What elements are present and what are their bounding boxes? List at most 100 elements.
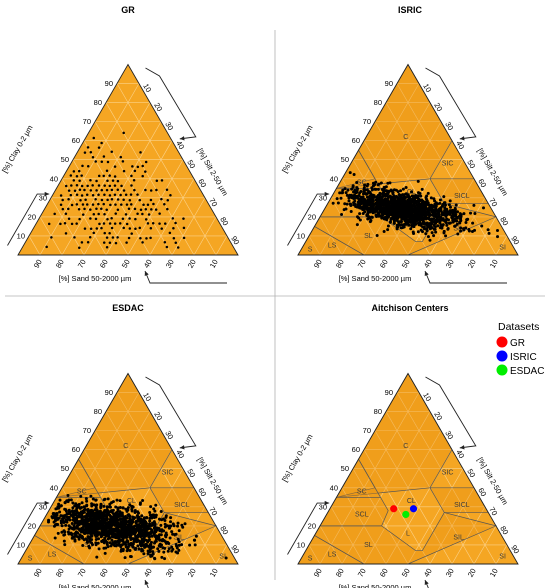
data-point [94, 160, 97, 163]
texture-class-label: SICL [454, 193, 470, 200]
data-point [103, 231, 106, 235]
data-point [153, 540, 157, 544]
clay-tick-label: 80 [94, 98, 102, 107]
data-point [124, 507, 128, 511]
data-point [128, 532, 132, 536]
data-point [171, 532, 175, 536]
data-point [183, 522, 187, 526]
data-point [81, 164, 84, 168]
data-point [132, 517, 136, 521]
data-point [426, 235, 430, 239]
grid-line-sand [352, 468, 409, 565]
data-point [106, 198, 109, 202]
data-point [381, 188, 385, 192]
silt-tick-label: 10 [141, 82, 153, 94]
data-point [102, 241, 106, 244]
sand-tick-label: 60 [378, 258, 390, 270]
data-point [130, 504, 134, 508]
data-point [347, 199, 351, 203]
data-point [131, 542, 135, 546]
silt-direction-arrow [145, 67, 197, 140]
data-point [411, 210, 415, 214]
data-point [132, 178, 136, 182]
data-point [143, 545, 147, 549]
data-point [365, 213, 369, 217]
sand-tick-label: 40 [422, 567, 434, 579]
data-point [75, 521, 79, 525]
data-point [358, 199, 362, 203]
sand-tick-label: 30 [164, 258, 176, 270]
grid-line-silt [495, 235, 508, 256]
clay-tick-label: 30 [319, 502, 327, 511]
silt-tick-label: 90 [509, 234, 521, 246]
data-point [143, 534, 147, 538]
data-point [454, 203, 458, 207]
data-point [124, 193, 128, 197]
data-point [60, 530, 64, 534]
sand-direction-arrow [144, 579, 149, 588]
data-point [486, 228, 490, 232]
data-point [159, 509, 163, 513]
data-point [157, 517, 161, 521]
data-point [425, 222, 429, 226]
grid-line-silt [83, 430, 162, 565]
data-point [365, 203, 369, 207]
data-point [98, 513, 102, 517]
data-point [154, 208, 158, 211]
data-point [462, 228, 466, 232]
data-point [61, 207, 65, 211]
data-point [386, 181, 390, 185]
data-point [112, 528, 116, 532]
data-point [114, 536, 118, 540]
data-point [88, 525, 92, 529]
silt-tick-label: 70 [487, 196, 499, 208]
sand-tick-label: 50 [400, 258, 412, 270]
data-point [68, 512, 72, 516]
data-point [162, 550, 166, 554]
data-point [130, 174, 133, 178]
data-point [113, 165, 117, 168]
data-point [102, 155, 106, 158]
data-point [348, 202, 352, 206]
data-point [113, 222, 117, 225]
data-point [90, 538, 94, 542]
silt-direction-arrow-head [459, 445, 465, 450]
data-point [128, 543, 132, 547]
data-point [381, 191, 385, 195]
data-point [148, 535, 152, 539]
data-point [73, 539, 77, 543]
data-point [130, 232, 133, 235]
data-point [106, 537, 110, 541]
data-point [414, 222, 418, 226]
clay-tick-label: 70 [363, 117, 371, 126]
data-point [108, 184, 112, 188]
data-point [417, 212, 421, 216]
silt-tick-label: 30 [163, 429, 175, 441]
data-point [152, 202, 155, 206]
data-point [152, 513, 156, 517]
data-point [416, 206, 420, 210]
data-point [420, 214, 424, 218]
data-point [435, 216, 439, 220]
data-point [91, 497, 95, 501]
data-point [182, 226, 186, 230]
data-point [368, 190, 372, 194]
silt-tick-label: 20 [432, 410, 444, 422]
data-point [167, 541, 171, 545]
ternary-panel-3: ESDACCSICSCSICLCLSCLLSILSLLSSSI101010202… [0, 303, 241, 588]
grid-line-silt [83, 121, 162, 256]
clay-tick-label: 50 [61, 464, 69, 473]
texture-class-label: SICL [454, 502, 470, 509]
data-point [151, 550, 155, 554]
data-point [154, 513, 158, 517]
clay-tick-label: 40 [330, 174, 338, 183]
clay-tick-label: 70 [83, 426, 91, 435]
data-point [126, 506, 130, 510]
data-point [165, 524, 169, 528]
data-point [91, 522, 95, 526]
data-point [163, 557, 167, 561]
data-point [102, 504, 106, 508]
data-point [121, 535, 125, 539]
data-point [182, 236, 186, 240]
data-point [64, 184, 68, 188]
